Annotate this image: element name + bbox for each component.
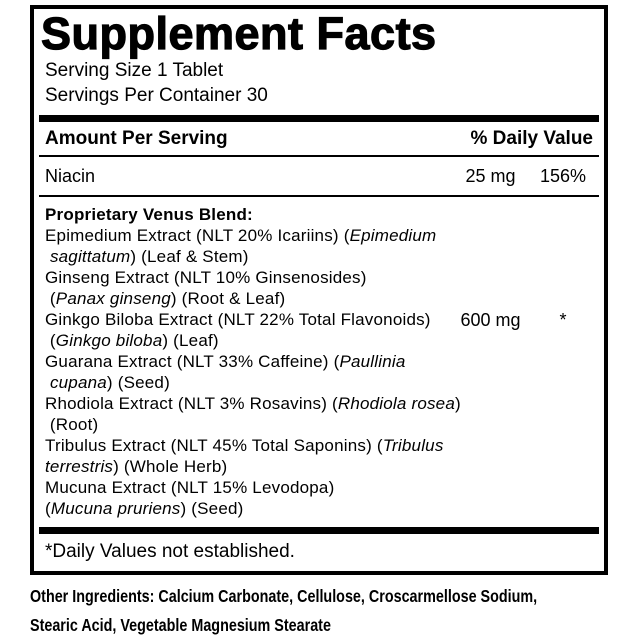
daily-value-footnote: *Daily Values not established.	[45, 541, 295, 562]
nutrient-row-niacin: Niacin 25 mg 156%	[39, 157, 599, 195]
blend-line: Epimedium Extract (NLT 20% Icariins) (Ep…	[45, 226, 437, 245]
blend-line: Tribulus Extract (NLT 45% Total Saponins…	[45, 436, 444, 455]
blend-dv-asterisk: *	[559, 310, 567, 330]
other-ingredients: Other Ingredients: Calcium Carbonate, Ce…	[30, 582, 629, 640]
other-ingredients-line-2: Stearic Acid, Vegetable Magnesium Steara…	[30, 615, 331, 635]
serving-info: Serving Size 1 Tablet Servings Per Conta…	[45, 58, 597, 108]
proprietary-blend-section: Proprietary Venus Blend: Epimedium Extrac…	[39, 197, 599, 527]
amount-per-serving-label: Amount Per Serving	[45, 128, 228, 149]
blend-line: (Panax ginseng) (Root & Leaf)	[45, 289, 286, 308]
column-header-row: Amount Per Serving % Daily Value	[39, 122, 599, 155]
supplement-facts-panel: Supplement Facts Serving Size 1 Tablet S…	[30, 5, 608, 575]
blend-line: Ginseng Extract (NLT 10% Ginsenosides)	[45, 268, 367, 287]
blend-line: (Root)	[45, 415, 99, 434]
blend-line: Ginkgo Biloba Extract (NLT 22% Total Fla…	[45, 310, 431, 329]
servings-per-container: Servings Per Container 30	[45, 85, 268, 106]
blend-line: sagittatum) (Leaf & Stem)	[49, 247, 249, 266]
nutrient-amount: 25 mg	[465, 166, 516, 186]
thin-divider-2	[39, 195, 599, 197]
blend-line: Mucuna Extract (NLT 15% Levodopa)	[45, 478, 335, 497]
blend-line: Rhodiola Extract (NLT 3% Rosavins) (Rhod…	[45, 394, 461, 413]
blend-line: cupana) (Seed)	[49, 373, 170, 392]
blend-line: Proprietary Venus Blend:	[45, 205, 253, 224]
blend-line: terrestris) (Whole Herb)	[45, 457, 228, 476]
thick-divider-bottom	[39, 527, 599, 534]
serving-size: Serving Size 1 Tablet	[45, 60, 224, 81]
blend-amount-row: 600 mg *	[448, 310, 593, 331]
nutrient-name: Niacin	[45, 166, 96, 186]
blend-line: (Ginkgo biloba) (Leaf)	[45, 331, 219, 350]
blend-amount: 600 mg	[460, 310, 521, 330]
nutrient-dv: 156%	[539, 166, 587, 186]
blend-line: Guarana Extract (NLT 33% Caffeine) (Paul…	[45, 352, 406, 371]
panel-title: Supplement Facts	[40, 8, 437, 59]
blend-lines: Proprietary Venus Blend: Epimedium Extrac…	[45, 204, 593, 519]
thick-divider-top	[39, 115, 599, 122]
daily-value-label: % Daily Value	[470, 128, 593, 149]
blend-line: (Mucuna pruriens) (Seed)	[45, 499, 244, 518]
thin-divider-1	[39, 155, 599, 157]
other-ingredients-line-1: Other Ingredients: Calcium Carbonate, Ce…	[30, 586, 538, 606]
